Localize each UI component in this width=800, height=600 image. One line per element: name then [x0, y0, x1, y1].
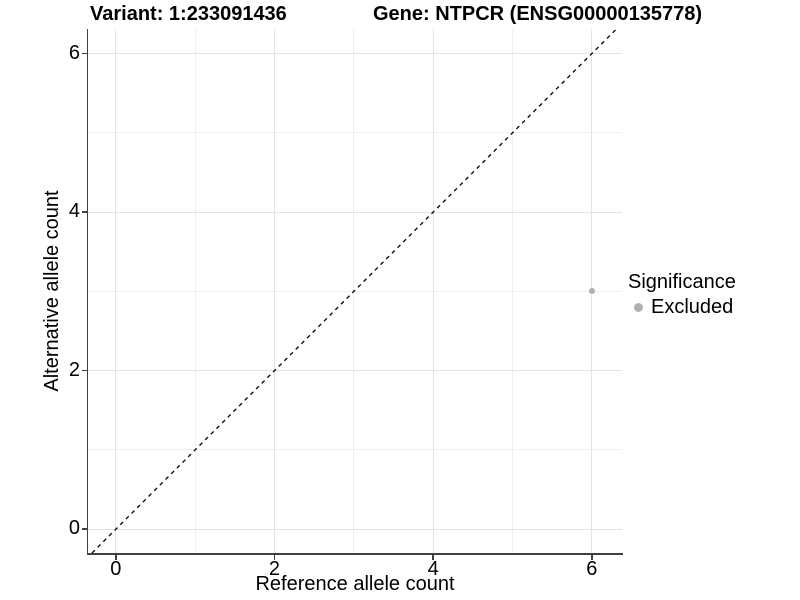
legend-items: Excluded: [628, 296, 736, 318]
grid-major-x: [273, 29, 275, 553]
grid-major-x: [115, 29, 117, 553]
x-tick-mark: [273, 554, 276, 560]
plot-title-variant: Variant: 1:233091436: [90, 3, 287, 25]
grid-major-y: [88, 211, 622, 213]
x-tick-label: 4: [427, 558, 439, 580]
identity-line-layer: [91, 29, 617, 553]
y-tick-label: 6: [68, 41, 80, 64]
legend-item-label: Excluded: [651, 296, 734, 318]
y-tick-label: 4: [68, 200, 80, 223]
grid-minor-y: [88, 132, 622, 134]
x-tick-label: 6: [586, 558, 598, 580]
legend-key-dot: [634, 302, 643, 312]
data-point: [588, 288, 595, 295]
grid-major-y: [88, 528, 622, 530]
x-tick-label: 2: [268, 558, 281, 580]
grid-major-y: [88, 370, 622, 372]
y-tick-label: 0: [68, 517, 80, 540]
y-tick-label: 2: [68, 358, 80, 381]
grid-major-y: [88, 53, 622, 55]
y-axis-title: Alternative allele count: [41, 190, 63, 392]
y-tick-mark: [81, 211, 87, 213]
x-axis-title: Reference allele count: [255, 573, 455, 595]
y-tick-mark: [81, 528, 87, 530]
x-tick-mark: [115, 554, 117, 560]
grid-minor-y: [88, 290, 622, 292]
legend-title: Significance: [628, 271, 736, 293]
x-axis-line: [86, 553, 623, 555]
x-tick-mark: [432, 554, 434, 560]
x-tick-label: 0: [110, 558, 122, 580]
y-tick-mark: [81, 52, 87, 55]
y-axis-line: [86, 29, 88, 555]
identity-dashed-line: [91, 29, 617, 553]
grid-minor-y: [88, 449, 622, 451]
x-tick-mark: [591, 554, 593, 560]
legend-item: Excluded: [628, 296, 736, 318]
grid-major-x: [432, 29, 434, 553]
plot-title-gene: Gene: NTPCR (ENSG00000135778): [373, 3, 703, 25]
y-tick-mark: [81, 369, 87, 372]
plot-panel: 0 2 4 6 0 2 4 6: [69, 29, 622, 580]
legend: Significance Excluded: [628, 271, 736, 318]
